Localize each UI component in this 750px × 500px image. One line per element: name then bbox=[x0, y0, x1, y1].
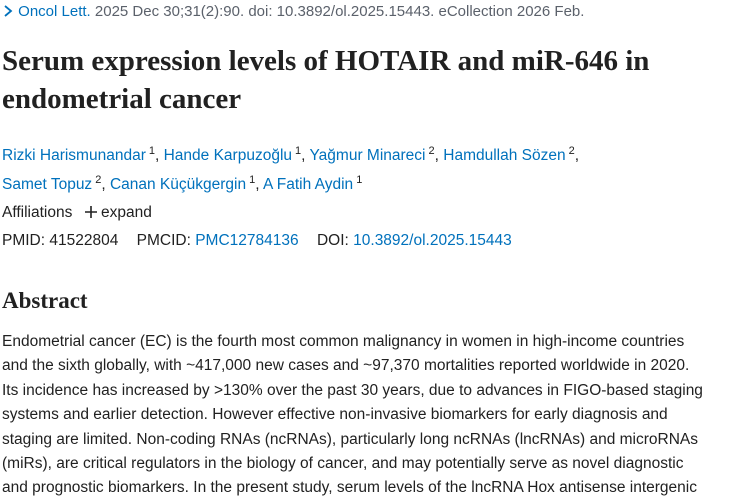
abstract-line: staging are limited. Non-coding RNAs (nc… bbox=[2, 430, 699, 448]
separator: , bbox=[255, 176, 260, 194]
expand-button[interactable]: expand bbox=[84, 204, 152, 221]
chevron-icon bbox=[4, 5, 13, 17]
journal-link[interactable]: Oncol Lett. bbox=[18, 3, 91, 20]
separator: , bbox=[434, 147, 439, 165]
separator: , bbox=[154, 147, 160, 165]
abstract-heading: Abstract bbox=[2, 288, 88, 313]
separator: , bbox=[101, 176, 106, 194]
plus-icon bbox=[84, 206, 97, 218]
id-label: PMCID: bbox=[136, 232, 191, 249]
separator: , bbox=[301, 147, 306, 165]
abstract-line: Its incidence has increased by >130% ove… bbox=[2, 381, 703, 399]
doi-link[interactable]: 10.3892/ol.2025.15443 bbox=[353, 232, 512, 249]
author-link[interactable]: Samet Topuz bbox=[2, 176, 93, 194]
affiliations-row: Affiliations expand bbox=[2, 204, 152, 222]
citation-details: 2025 Dec 30;31(2):90. doi: 10.3892/ol.20… bbox=[94, 3, 585, 20]
abstract-line: and prognostic biomarkers. In the presen… bbox=[2, 479, 697, 497]
affiliations-label: Affiliations bbox=[2, 204, 73, 221]
expand-label: expand bbox=[101, 204, 152, 221]
pmcid-link[interactable]: PMC12784136 bbox=[195, 232, 299, 249]
affiliation-number[interactable]: 2 bbox=[568, 145, 575, 157]
author-link[interactable]: Hande Karpuzoğlu bbox=[163, 147, 293, 165]
affiliation-number[interactable]: 1 bbox=[249, 174, 256, 187]
affiliation-number[interactable]: 2 bbox=[95, 174, 102, 187]
affiliation-number[interactable]: 2 bbox=[428, 145, 435, 157]
author-link[interactable]: Hamdullah Sözen bbox=[443, 147, 566, 165]
article-title: Serum expression levels of HOTAIR and mi… bbox=[2, 45, 650, 115]
abstract-line: Endometrial cancer (EC) is the fourth mo… bbox=[2, 333, 685, 350]
pmid: 41522804 bbox=[49, 232, 119, 249]
id-label: DOI: bbox=[316, 232, 349, 249]
author-link[interactable]: Rizki Harismunandar bbox=[2, 147, 146, 165]
abstract-line: and the sixth globally, with ~417,000 ne… bbox=[2, 357, 690, 375]
id-label: PMID: bbox=[2, 232, 46, 249]
author-link[interactable]: Canan Küçükgergin bbox=[109, 176, 247, 194]
identifiers: PMID: 41522804 PMCID: PMC12784136 DOI: 1… bbox=[2, 232, 526, 250]
separator: , bbox=[574, 147, 580, 165]
abstract-text: Endometrial cancer (EC) is the fourth mo… bbox=[2, 330, 703, 500]
citation: Oncol Lett. 2025 Dec 30;31(2):90. doi: 1… bbox=[2, 3, 584, 20]
abstract-line: (miRs), are critical regulators in the b… bbox=[2, 455, 684, 473]
author-list: Rizki Harismunandar 1, Hande Karpuzoğlu 1,… bbox=[2, 139, 579, 197]
affiliation-number[interactable]: 1 bbox=[148, 145, 155, 157]
abstract-line: systems and earlier detection. However e… bbox=[2, 406, 668, 424]
author-link[interactable]: A Fatih Aydin bbox=[262, 176, 354, 194]
author-link[interactable]: Yağmur Minareci bbox=[309, 147, 426, 165]
affiliation-number[interactable]: 1 bbox=[356, 174, 363, 187]
affiliation-number[interactable]: 1 bbox=[295, 145, 302, 157]
